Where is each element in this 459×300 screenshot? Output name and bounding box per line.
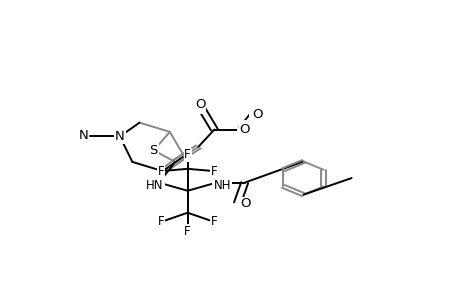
Text: F: F	[211, 215, 217, 229]
Text: O: O	[240, 197, 250, 210]
Text: F: F	[157, 215, 164, 229]
Text: F: F	[157, 165, 164, 178]
Text: F: F	[184, 148, 190, 161]
Text: F: F	[211, 165, 217, 178]
Text: F: F	[157, 215, 164, 229]
Text: F: F	[184, 148, 190, 161]
Text: NH: NH	[213, 179, 231, 192]
Text: O: O	[250, 106, 260, 119]
Text: F: F	[211, 215, 217, 229]
Text: O: O	[195, 98, 205, 111]
Text: F: F	[211, 165, 217, 178]
Text: HN: HN	[146, 179, 163, 192]
Text: O: O	[237, 121, 247, 134]
Text: S: S	[149, 144, 157, 157]
Text: S: S	[149, 144, 157, 157]
Text: HN: HN	[146, 178, 164, 191]
Text: O: O	[239, 123, 249, 136]
Text: N: N	[115, 130, 124, 143]
Text: F: F	[184, 225, 190, 238]
Text: O: O	[252, 108, 262, 121]
Text: NH: NH	[212, 178, 230, 191]
Text: N: N	[115, 130, 124, 143]
Text: F: F	[184, 225, 190, 238]
Text: N: N	[115, 130, 124, 143]
Text: F: F	[157, 165, 164, 178]
Text: O: O	[238, 198, 249, 211]
Text: N: N	[78, 129, 88, 142]
Text: O: O	[193, 100, 203, 113]
